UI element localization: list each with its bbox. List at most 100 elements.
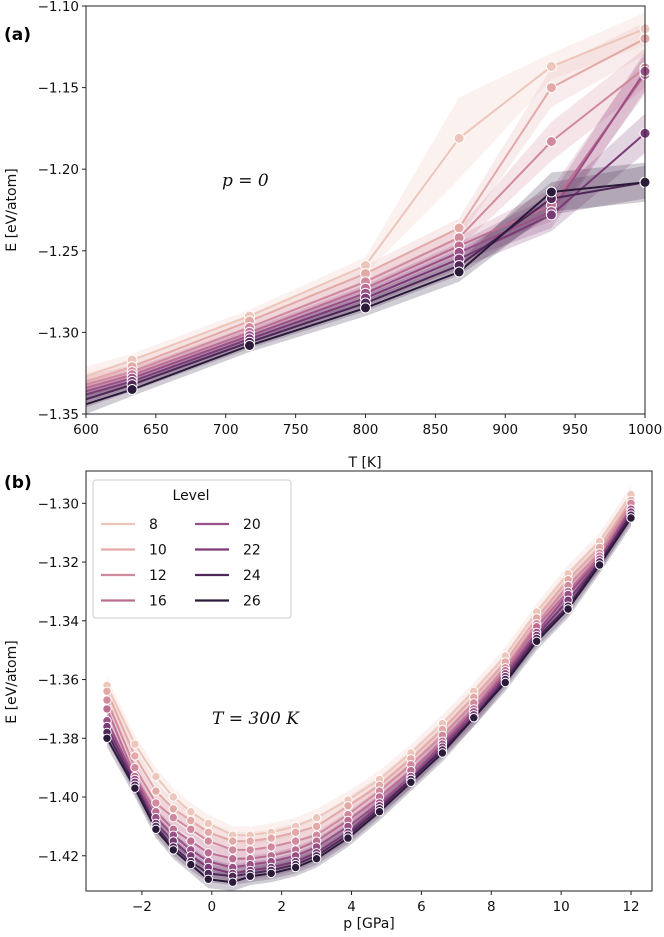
a-point-level-26-1 xyxy=(126,384,138,395)
b-point-level-12-1 xyxy=(130,762,140,773)
b-point-level-26-11 xyxy=(343,833,353,843)
legend-entries: 8 10 12 16 20 22 24 26 xyxy=(101,517,261,610)
b-point-level-26-3 xyxy=(168,845,179,855)
b-point-level-10-2 xyxy=(151,786,161,796)
a-xtick-label: 600 xyxy=(73,422,99,438)
b-point-level-16-4 xyxy=(186,836,196,846)
a-ytick-label: −1.10 xyxy=(38,0,79,15)
panel-b-xlabel: p [GPa] xyxy=(343,916,395,932)
b-point-level-8-3 xyxy=(168,792,179,802)
b-point-level-26-2 xyxy=(151,824,161,834)
panel-a-xticks: 600 650 700 750 800 850 900 950 1000 xyxy=(73,414,662,438)
a-point-level-26-4 xyxy=(453,266,465,278)
b-point-level-26-16 xyxy=(500,677,510,688)
legend-label-level-12: 12 xyxy=(149,568,167,584)
legend-label-level-16: 16 xyxy=(149,594,167,610)
a-xtick-label: 1000 xyxy=(628,422,662,438)
b-point-level-10-6 xyxy=(228,836,238,846)
panel-b-ylabel: E [eV/atom] xyxy=(4,640,20,723)
b-point-level-26-8 xyxy=(266,868,276,879)
a-ytick-label: −1.35 xyxy=(38,407,79,423)
b-point-level-26-12 xyxy=(374,807,385,817)
b-point-level-26-13 xyxy=(406,777,416,787)
b-band-level-22 xyxy=(107,503,631,883)
panel-b-yticks: −1.42 −1.40 −1.38 −1.36 −1.34 −1.32 −1.30 xyxy=(38,496,86,865)
a-xtick-label: 650 xyxy=(143,422,169,438)
legend-label-level-10: 10 xyxy=(149,543,167,559)
legend-label-level-26: 26 xyxy=(243,594,261,610)
a-point-level-8-5 xyxy=(545,60,557,72)
b-point-level-26-1 xyxy=(130,783,140,793)
b-point-level-12-5 xyxy=(203,836,214,846)
panel-a-annotation: p = 0 xyxy=(222,171,269,191)
panel-a: (a) 600 650 700 750 800 850 900 950 1000 −1.35−1… xyxy=(4,0,662,471)
b-band-level-24 xyxy=(107,506,631,886)
panel-b-frame xyxy=(85,470,653,892)
b-point-level-12-0 xyxy=(102,695,112,705)
panel-b-xticks: −2 0 2 4 6 8 10 12 xyxy=(132,891,640,915)
b-point-level-10-3 xyxy=(168,804,179,814)
b-ytick-label: −1.34 xyxy=(38,614,79,630)
b-point-level-12-6 xyxy=(228,845,238,855)
b-point-level-12-2 xyxy=(151,798,161,808)
b-point-level-10-10 xyxy=(311,821,322,832)
b-point-level-16-0 xyxy=(102,704,112,714)
b-ytick-label: −1.38 xyxy=(38,731,79,747)
b-point-level-8-2 xyxy=(151,771,161,782)
panel-a-ylabel: E [eV/atom] xyxy=(4,168,20,251)
panel-a-label: (a) xyxy=(4,25,31,45)
a-ytick-label: −1.15 xyxy=(38,81,79,97)
a-point-level-10-5 xyxy=(545,82,557,94)
a-xtick-label: 900 xyxy=(492,422,518,438)
b-point-level-10-7 xyxy=(245,836,255,846)
panel-b-points xyxy=(102,489,636,887)
a-xtick-label: 800 xyxy=(353,422,379,438)
b-xtick-label: 2 xyxy=(277,899,286,915)
b-point-level-12-7 xyxy=(245,845,255,855)
b-xtick-label: 10 xyxy=(553,899,570,915)
legend-label-level-24: 24 xyxy=(243,568,261,584)
a-xtick-label: 750 xyxy=(283,422,309,438)
b-ytick-label: −1.42 xyxy=(38,849,79,865)
a-point-level-8-4 xyxy=(453,132,465,144)
a-ytick-label: −1.25 xyxy=(38,244,79,260)
a-band-level-16 xyxy=(86,55,645,396)
panel-a-yticks: −1.35 −1.30 −1.25 −1.20 −1.15 −1.10 xyxy=(38,0,86,423)
a-xtick-label: 700 xyxy=(213,422,239,438)
b-xtick-label: 12 xyxy=(622,899,639,915)
b-ytick-label: −1.32 xyxy=(38,555,79,571)
b-point-level-10-8 xyxy=(266,833,276,843)
b-ytick-label: −1.36 xyxy=(38,673,79,689)
a-xtick-label: 850 xyxy=(422,422,448,438)
b-xtick-label: −2 xyxy=(132,899,152,915)
a-point-level-10-4 xyxy=(453,222,465,234)
legend: Level 8 10 12 16 20 22 24 26 xyxy=(92,479,292,619)
a-band-level-8 xyxy=(86,12,645,387)
b-point-level-12-3 xyxy=(168,812,179,823)
b-xtick-label: 8 xyxy=(487,899,496,915)
legend-title: Level xyxy=(173,488,210,504)
a-point-level-26-3 xyxy=(360,302,371,314)
b-xtick-label: 4 xyxy=(347,899,356,915)
b-point-level-12-4 xyxy=(186,824,196,834)
a-ytick-label: −1.30 xyxy=(38,325,79,341)
b-point-level-26-18 xyxy=(563,604,573,614)
panel-b-annotation: T = 300 K xyxy=(212,709,300,729)
b-point-level-26-6 xyxy=(228,877,238,887)
a-band-level-20 xyxy=(86,51,645,400)
legend-box xyxy=(92,479,292,619)
b-point-level-10-4 xyxy=(186,815,196,826)
panel-b: (b) −2 0 2 4 6 8 10 12 −1.42−1.40−1.38−1.36−1.3… xyxy=(4,470,653,932)
b-ytick-label: −1.40 xyxy=(38,790,79,806)
a-point-level-26-2 xyxy=(244,340,255,351)
b-point-level-8-1 xyxy=(130,739,140,749)
b-point-level-26-5 xyxy=(203,874,214,884)
b-point-level-10-9 xyxy=(290,827,301,837)
b-point-level-26-17 xyxy=(532,636,542,646)
panel-a-xlabel: T [K] xyxy=(347,455,381,471)
b-point-level-8-5 xyxy=(203,818,214,829)
b-point-level-16-5 xyxy=(203,848,214,858)
b-point-level-10-0 xyxy=(102,686,112,696)
b-point-level-26-4 xyxy=(186,859,196,870)
